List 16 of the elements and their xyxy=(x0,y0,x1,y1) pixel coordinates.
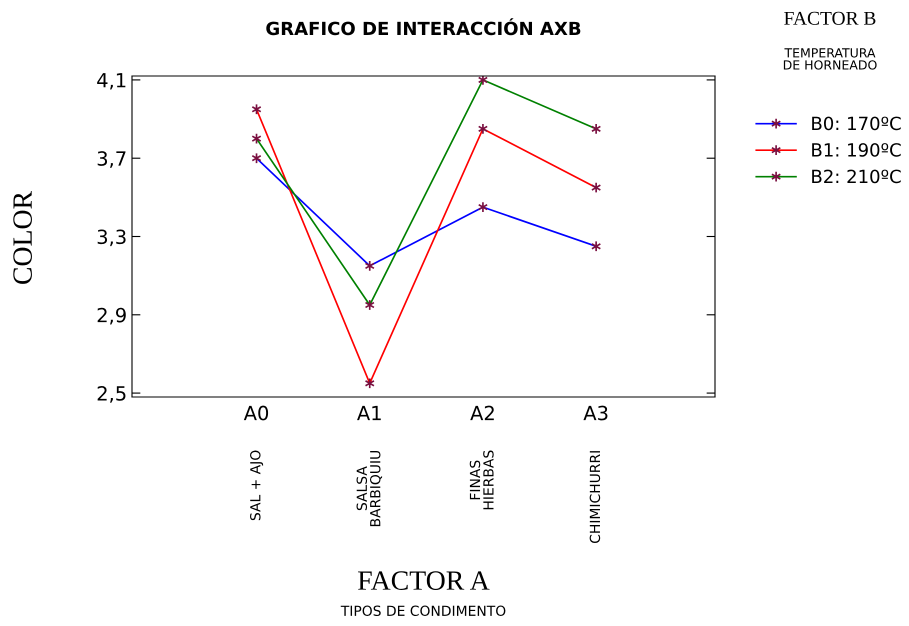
text: FACTOR A TIPOS DE CONDIMENTO xyxy=(340,571,506,616)
legend-label: B2: 210ºC xyxy=(812,170,901,184)
category-label: A3 CHIMICHURRI xyxy=(583,406,608,544)
y-tick-label: 3,3 xyxy=(98,229,126,246)
chart-title: GRAFICO DE INTERACCIÓN AXB xyxy=(266,18,580,36)
y-axis-title: COLOR xyxy=(13,190,32,284)
category-label: A0 SAL + AJO xyxy=(244,406,268,520)
text: FACTOR B TEMPERATURA DE HORNEADO xyxy=(784,12,877,70)
legend-label: B0: 170ºC xyxy=(812,116,901,130)
y-tick-label: 2,9 xyxy=(98,308,126,324)
y-tick-label: 2,5 xyxy=(98,386,126,403)
legend-label: B1: 190ºC xyxy=(812,143,901,157)
category-label: A2 FINAS HIERBAS xyxy=(470,406,494,510)
y-tick-label: 3,7 xyxy=(98,151,126,168)
category-label: A1 SALSA BARBIQUIU xyxy=(356,406,382,526)
y-tick-label: 4,1 xyxy=(97,73,126,90)
